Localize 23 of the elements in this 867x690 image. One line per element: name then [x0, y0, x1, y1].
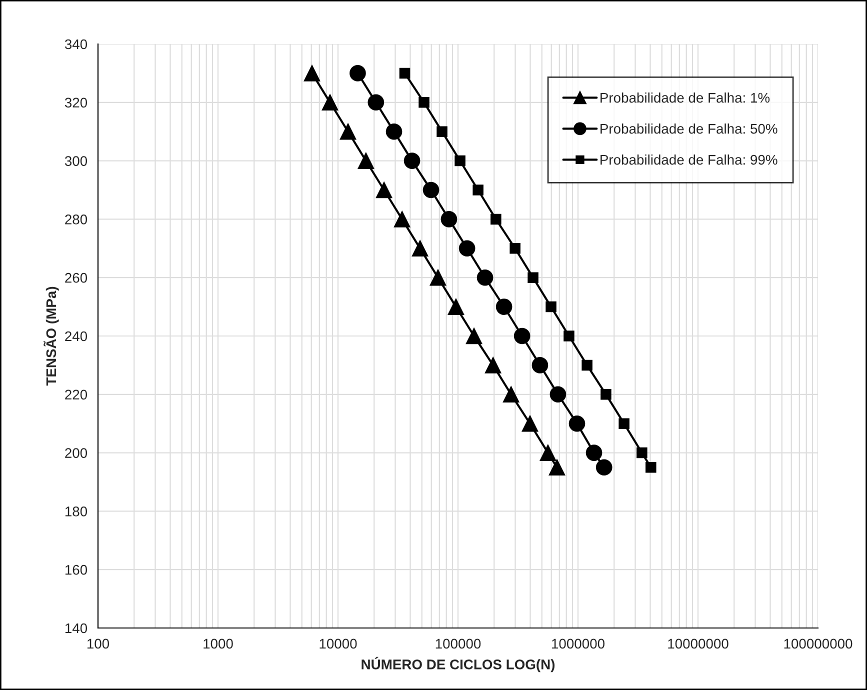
x-axis-title: NÚMERO DE CICLOS LOG(N)	[362, 656, 555, 672]
x-tick-label: 1000000	[552, 638, 604, 649]
y-tick-label: 240	[65, 331, 88, 342]
y-tick-label: 220	[65, 390, 88, 400]
legend-label: Probabilidade de Falha: 50%	[600, 124, 778, 134]
y-tick-label: 280	[65, 214, 88, 224]
y-tick-label: 340	[64, 39, 88, 50]
y-axis-title: TENSÃO (MPa)	[44, 286, 59, 386]
legend-label: Probabilidade de Falha: 99%	[600, 154, 778, 165]
x-tick-label: 10000	[320, 638, 357, 649]
y-tick-label: 160	[65, 564, 88, 575]
y-tick-label: 140	[65, 623, 88, 634]
x-tick-label: 100000	[436, 638, 481, 649]
x-tick-label: 100	[87, 638, 110, 649]
y-tick-label: 320	[64, 98, 88, 108]
x-tick-label: 100000000	[784, 638, 852, 649]
y-tick-label: 260	[65, 272, 88, 283]
y-tick-label: 300	[64, 156, 88, 166]
y-tick-label: 200	[65, 448, 88, 458]
legend-label: Probabilidade de Falha: 1%	[600, 92, 770, 103]
y-tick-label: 180	[65, 506, 88, 516]
x-tick-label: 1000	[204, 638, 233, 649]
x-tick-label: 10000000	[668, 638, 728, 649]
